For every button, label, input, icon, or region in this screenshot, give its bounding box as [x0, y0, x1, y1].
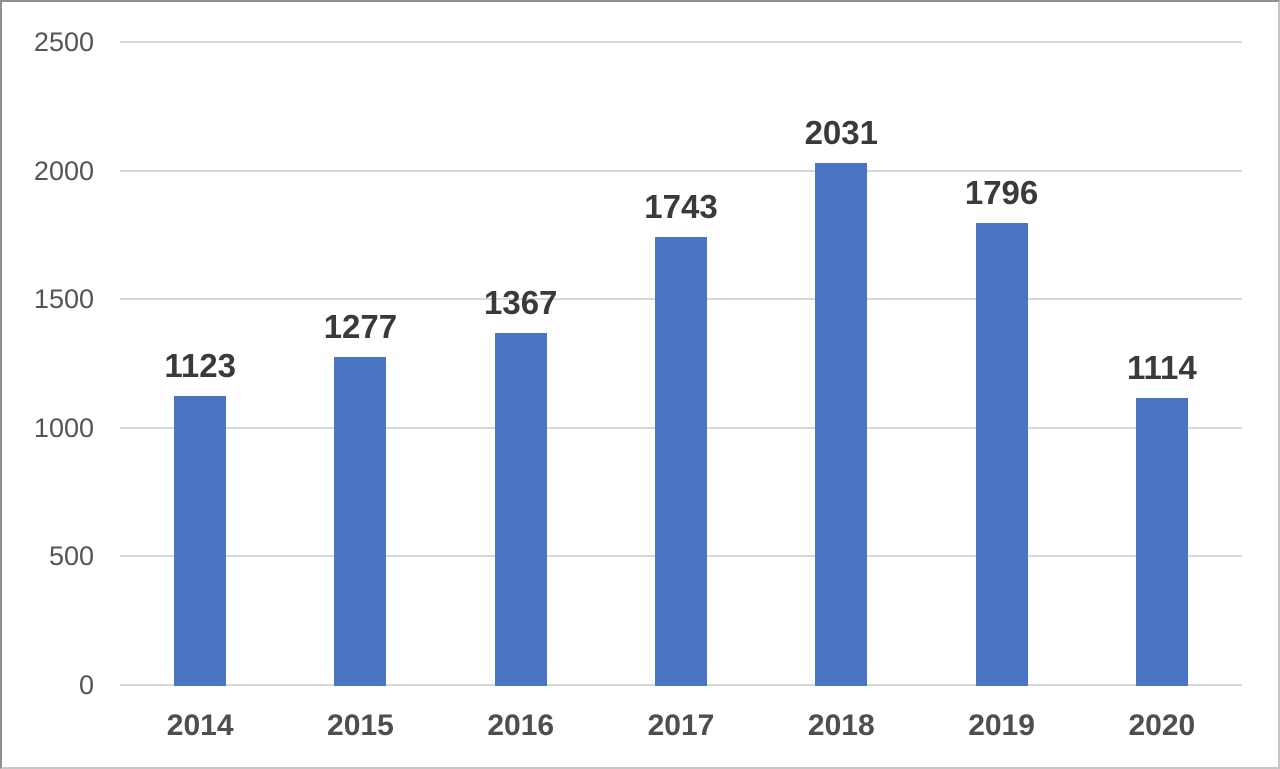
gridline [120, 169, 1242, 172]
bar-value-label: 1114 [1126, 349, 1197, 387]
bar-2020 [1135, 398, 1188, 686]
bar-2018 [815, 162, 868, 686]
y-tick-label: 0 [78, 670, 94, 700]
x-tick-label: 2020 [1128, 709, 1196, 742]
x-tick-label: 2017 [647, 709, 715, 742]
y-tick-label: 500 [48, 541, 94, 572]
bar-value-label: 1367 [483, 284, 558, 322]
bar-2015 [334, 356, 387, 686]
x-tick-label: 2014 [166, 709, 234, 742]
gridline [120, 41, 1242, 43]
bar-2017 [655, 236, 707, 686]
bar-value-label: 1277 [323, 307, 398, 345]
bar-2019 [975, 223, 1028, 686]
y-tick-label: 1000 [33, 412, 94, 443]
y-tick-label: 1500 [33, 284, 94, 315]
bar-value-label: 1796 [964, 174, 1039, 212]
x-tick-label: 2018 [807, 709, 875, 742]
bar-2014 [174, 396, 227, 686]
y-tick-label: 2000 [33, 155, 94, 186]
bar-2016 [494, 333, 547, 686]
x-tick-label: 2015 [327, 709, 394, 742]
x-tick-label: 2016 [487, 709, 555, 742]
y-tick-label: 2500 [33, 27, 94, 57]
x-tick-label: 2019 [968, 709, 1035, 742]
bar-value-label: 2031 [804, 113, 878, 151]
bar-value-label: 1123 [164, 347, 236, 385]
bar-value-label: 1743 [644, 187, 718, 225]
